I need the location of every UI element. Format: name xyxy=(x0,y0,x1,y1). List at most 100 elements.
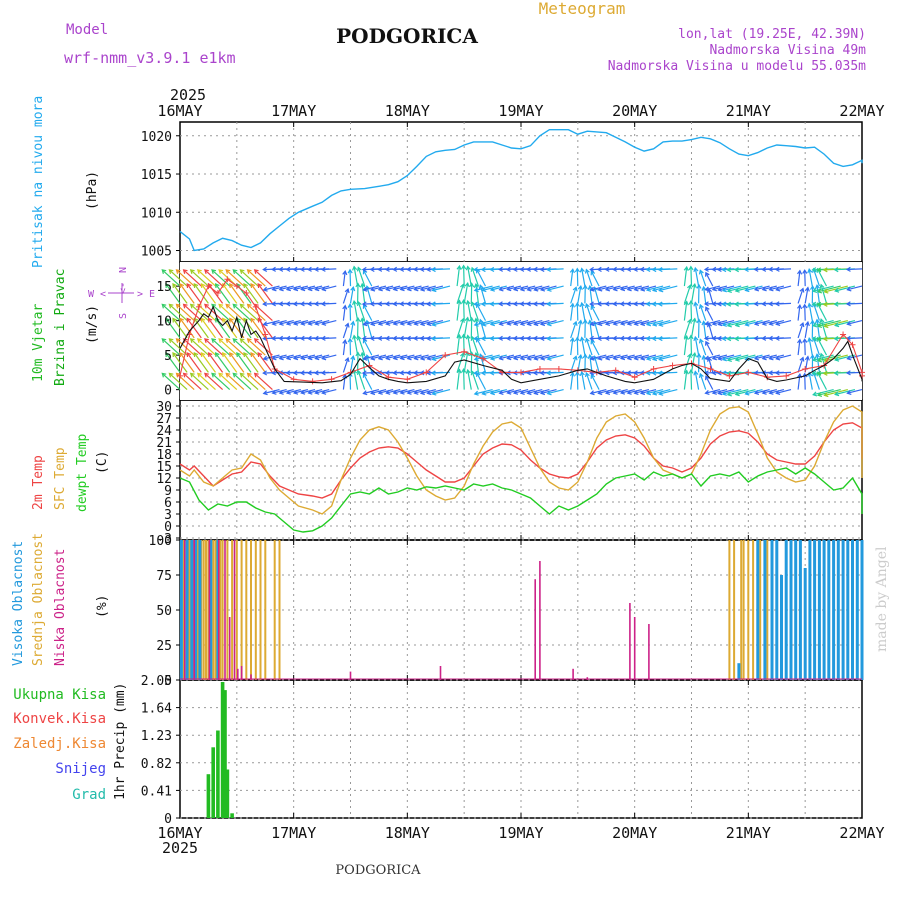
wind-arrow-head xyxy=(704,355,710,361)
high-cloud-bar xyxy=(209,540,213,680)
wind-arrow xyxy=(363,373,373,390)
pressure-ytick-label: 1015 xyxy=(141,168,172,183)
wind-arrow-head xyxy=(419,355,425,361)
wind-arrow-head xyxy=(300,355,306,361)
wind-arrow-head xyxy=(461,298,467,304)
high-cloud-bar xyxy=(185,540,189,680)
wind-arrow-head xyxy=(229,352,234,358)
wind-arrow xyxy=(407,389,422,394)
wind-arrow-head xyxy=(726,391,732,397)
wind-arrow xyxy=(507,320,522,325)
wind-arrow xyxy=(322,285,337,291)
wind-arrow-head xyxy=(612,301,618,307)
wind-arrow-head xyxy=(473,287,479,293)
wind-arrow-head xyxy=(218,303,224,309)
wind-arrow xyxy=(190,269,209,287)
wind-arrow xyxy=(808,269,813,287)
wind-arrow xyxy=(534,320,550,325)
wind-arrow xyxy=(699,339,707,356)
wind-arrow-head xyxy=(370,390,376,396)
wind-arrow xyxy=(847,320,863,325)
top-x-tick-label: 17MAY xyxy=(271,102,316,120)
wind-arrow xyxy=(817,320,841,327)
wind-arrow xyxy=(239,338,259,356)
wind-arrow-head xyxy=(271,355,277,361)
wind-arrow xyxy=(463,351,469,373)
wind-arrow-head xyxy=(344,356,350,363)
wind-arrow xyxy=(357,336,366,356)
wind-arrow xyxy=(193,283,209,304)
wind-arrow-head xyxy=(426,286,432,292)
temperature-ytick-label: 18 xyxy=(156,448,172,463)
wind-arrow xyxy=(247,269,266,287)
cloud-ytick-label: 50 xyxy=(156,604,172,619)
wind-gust-line xyxy=(179,278,863,382)
wind-arrow xyxy=(507,389,522,394)
wind-arrow xyxy=(847,354,863,360)
wind-arrow-head xyxy=(704,389,710,395)
wind-gust-marker xyxy=(764,374,771,381)
wind-arrow xyxy=(176,303,195,322)
precip-legend-hail: Grad xyxy=(72,787,106,803)
wind-arrow xyxy=(590,271,600,287)
wind-arrow xyxy=(363,354,380,360)
wind-arrow-head xyxy=(306,335,312,341)
wind-arrow-head xyxy=(651,266,657,273)
wind-arrow xyxy=(179,352,195,373)
wind-arrow xyxy=(683,285,691,304)
low-cloud-bar xyxy=(218,540,220,680)
wind-arrow-head xyxy=(744,390,750,396)
elevation-label: Nadmorska Visina 49m xyxy=(709,43,866,58)
wind-arrow-head xyxy=(239,338,245,343)
wind-arrow-head xyxy=(597,286,603,292)
wind-arrow-head xyxy=(799,321,805,328)
wind-arrow-head xyxy=(753,389,760,395)
wind-arrow-head xyxy=(587,284,593,290)
wind-arrow-head xyxy=(812,322,818,328)
wind-arrow-head xyxy=(775,320,781,326)
wind-arrow xyxy=(576,303,579,321)
wind-arrow xyxy=(598,354,614,360)
wind-arrow-head xyxy=(361,370,367,376)
mid-cloud-bar xyxy=(759,540,762,680)
wind-arrow xyxy=(797,357,804,373)
mid-cloud-bar xyxy=(752,540,755,680)
wind-arrow xyxy=(176,338,195,356)
wind-arrow-head xyxy=(250,317,256,323)
wind-arrow-head xyxy=(658,390,664,396)
wind-arrow-head xyxy=(569,371,575,377)
wind-arrow xyxy=(349,287,354,304)
wind-arrow-head xyxy=(823,392,829,398)
wind-arrow xyxy=(627,285,642,291)
low-cloud-bar xyxy=(539,561,541,680)
wind-arrow-head xyxy=(175,338,181,343)
low-cloud-bar xyxy=(208,540,211,680)
wind-arrow-head xyxy=(683,265,689,272)
wind-arrow-head xyxy=(833,301,839,307)
wind-arrow xyxy=(420,389,436,394)
wind-arrow-head xyxy=(299,266,305,272)
wind-arrow-head xyxy=(314,389,320,395)
wind-arrow-head xyxy=(419,301,425,307)
wind-arrow xyxy=(363,320,380,326)
wind-arrow-head xyxy=(239,303,245,309)
low-cloud-bar xyxy=(237,668,239,680)
wind-arrow-head xyxy=(807,371,813,377)
mid-cloud-bar xyxy=(207,540,210,680)
wind-arrow-head xyxy=(285,320,291,326)
wind-arrow xyxy=(222,352,238,373)
wind-arrow-head xyxy=(774,301,780,307)
wind-arrow-head xyxy=(426,355,432,361)
mid-cloud-bar xyxy=(214,540,217,680)
wind-gust-marker xyxy=(224,276,231,283)
wind-arrow xyxy=(190,338,209,356)
wind-arrow-head xyxy=(726,267,732,273)
wind-arrow-head xyxy=(307,286,313,292)
wind-arrow xyxy=(225,338,245,356)
wind-arrow-head xyxy=(320,266,326,272)
wind-arrow-head xyxy=(596,301,602,307)
wind-arrow-head xyxy=(211,372,217,378)
wind-arrow xyxy=(371,389,387,394)
wind-arrow xyxy=(683,370,688,390)
wind-arrow-head xyxy=(278,286,284,292)
